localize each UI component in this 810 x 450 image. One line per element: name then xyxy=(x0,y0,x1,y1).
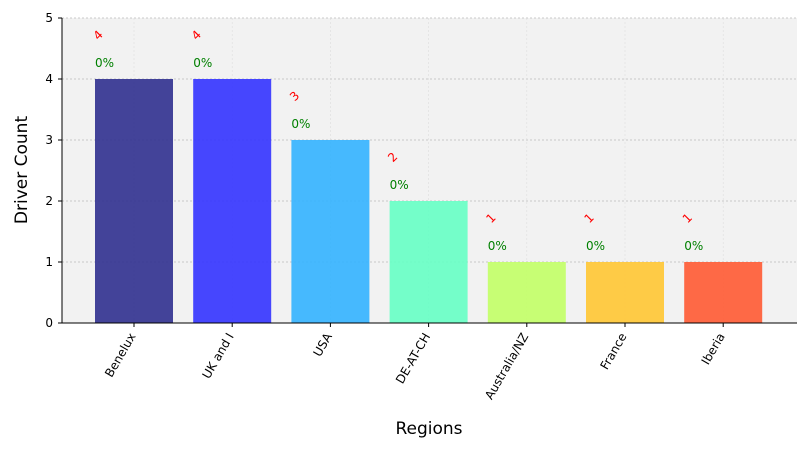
bars xyxy=(95,79,763,323)
bar-percent-label: 0% xyxy=(684,239,703,253)
x-tick-label: UK and I xyxy=(199,331,236,382)
y-tick-label: 5 xyxy=(45,11,53,25)
y-tick-label: 1 xyxy=(45,255,53,269)
bar xyxy=(193,79,272,323)
y-axis-title: Driver Count xyxy=(12,116,32,225)
bar xyxy=(95,79,173,323)
y-tick-label: 4 xyxy=(45,72,53,86)
y-tick-label: 2 xyxy=(45,194,53,208)
x-ticks: Benelux UK and I USA DE-AT-CH Australia/NZ Fr… xyxy=(102,323,728,402)
bar-percent-label: 0% xyxy=(291,117,310,131)
y-tick-label: 3 xyxy=(45,133,53,147)
x-tick-label: DE-AT-CH xyxy=(393,331,433,387)
x-tick-label: USA xyxy=(310,330,335,359)
y-ticks: 0 1 2 3 4 5 xyxy=(45,11,62,330)
bar xyxy=(389,201,468,323)
bar-percent-label: 0% xyxy=(488,239,507,253)
x-tick-label: Benelux xyxy=(102,331,138,380)
y-tick-label: 0 xyxy=(45,316,53,330)
bar xyxy=(291,140,370,323)
x-axis-title: Regions xyxy=(395,419,462,439)
bar xyxy=(684,262,763,323)
bar-percent-label: 0% xyxy=(390,178,409,192)
bar-percent-label: 0% xyxy=(586,239,605,253)
x-tick-label: France xyxy=(598,331,630,373)
bar xyxy=(586,262,664,323)
bar xyxy=(487,262,566,323)
x-tick-label: Australia/NZ xyxy=(482,331,531,402)
bar-percent-label: 0% xyxy=(95,56,114,70)
bar-percent-label: 0% xyxy=(193,56,212,70)
x-tick-label: Iberia xyxy=(699,331,728,368)
